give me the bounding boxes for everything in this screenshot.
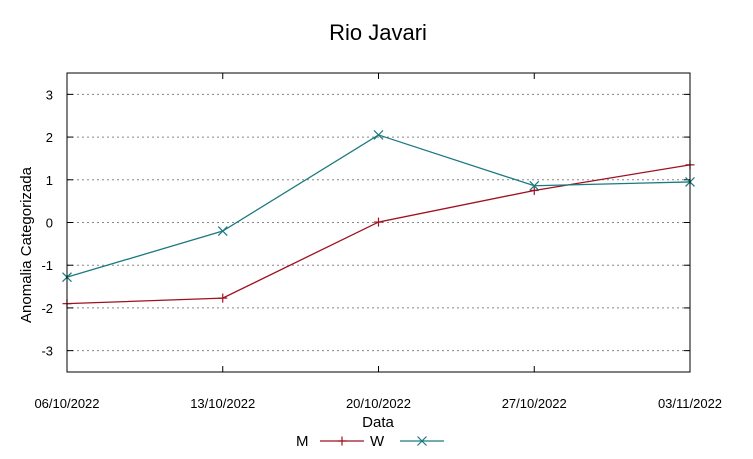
data-point [217, 226, 228, 236]
data-point [337, 436, 347, 446]
x-tick-label: 20/10/2022 [346, 396, 411, 411]
data-point [417, 436, 427, 446]
legend-label: M [296, 433, 309, 450]
y-tick-label: 1 [46, 173, 53, 188]
data-point [373, 130, 384, 140]
y-tick-label: 0 [46, 216, 53, 231]
y-axis-ticks: -3 -2 -1 0 1 2 3 [41, 87, 690, 359]
x-tick-label: 03/11/2022 [658, 396, 722, 411]
y-axis-label: Anomalia Categorizada [18, 166, 35, 323]
x-axis-ticks: 06/10/2022 13/10/2022 20/10/2022 27/10/2022… [34, 73, 722, 411]
x-tick-label: 27/10/2022 [502, 396, 567, 411]
x-axis-label: Data [362, 414, 394, 431]
y-tick-label: -3 [41, 344, 53, 359]
data-point [529, 180, 540, 191]
chart-title: Rio Javari [329, 20, 427, 45]
data-point [218, 293, 228, 303]
plot-frame [66, 72, 691, 373]
x-tick-label: 06/10/2022 [34, 396, 99, 411]
y-tick-label: -1 [41, 258, 53, 273]
data-point [529, 185, 539, 195]
y-tick-label: -2 [41, 301, 53, 316]
legend-label: W [370, 433, 385, 450]
series-line-M [66, 164, 691, 305]
x-tick-label: 13/10/2022 [190, 396, 255, 411]
data-point [374, 217, 383, 227]
series-layer [62, 130, 695, 309]
y-tick-label: 2 [46, 130, 53, 145]
series-line-W [66, 134, 691, 278]
y-tick-label: 3 [46, 87, 53, 102]
